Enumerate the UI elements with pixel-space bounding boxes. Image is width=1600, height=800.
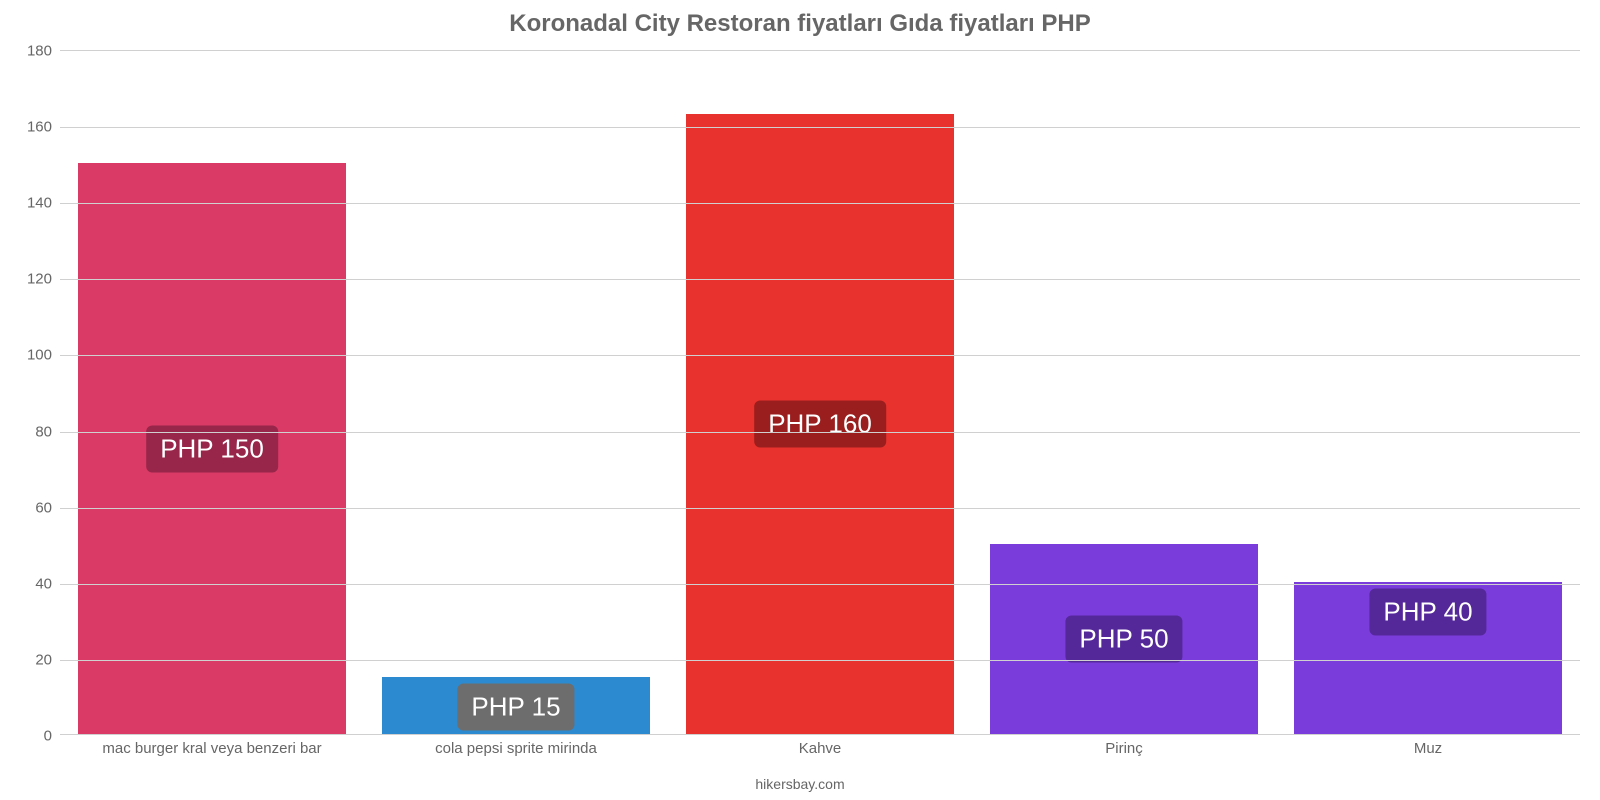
bar-slot: PHP 150 [60, 51, 364, 734]
bar: PHP 160 [686, 114, 954, 734]
bar: PHP 40 [1294, 582, 1562, 734]
bar: PHP 50 [990, 544, 1258, 734]
gridline [60, 203, 1580, 204]
attribution-text: hikersbay.com [0, 776, 1600, 792]
plot-area: PHP 150PHP 15PHP 160PHP 50PHP 40 0204060… [60, 50, 1580, 735]
x-tick-label: Muz [1276, 740, 1580, 757]
value-badge: PHP 15 [457, 683, 574, 730]
gridline [60, 279, 1580, 280]
y-tick-label: 120 [12, 271, 52, 288]
bar: PHP 15 [382, 677, 650, 734]
x-tick-label: cola pepsi sprite mirinda [364, 740, 668, 757]
chart-title: Koronadal City Restoran fiyatları Gıda f… [0, 0, 1600, 38]
value-badge: PHP 50 [1065, 615, 1182, 662]
y-tick-label: 80 [12, 423, 52, 440]
gridline [60, 127, 1580, 128]
bar-slot: PHP 40 [1276, 51, 1580, 734]
gridline [60, 584, 1580, 585]
y-tick-label: 40 [12, 575, 52, 592]
y-tick-label: 160 [12, 119, 52, 136]
bar-slot: PHP 50 [972, 51, 1276, 734]
x-tick-label: Kahve [668, 740, 972, 757]
value-badge: PHP 40 [1369, 588, 1486, 635]
x-tick-label: mac burger kral veya benzeri bar [60, 740, 364, 757]
x-tick-label: Pirinç [972, 740, 1276, 757]
bar-slot: PHP 160 [668, 51, 972, 734]
y-tick-label: 20 [12, 651, 52, 668]
gridline [60, 432, 1580, 433]
y-tick-label: 100 [12, 347, 52, 364]
gridline [60, 355, 1580, 356]
gridline [60, 508, 1580, 509]
y-tick-label: 0 [12, 728, 52, 745]
bars-container: PHP 150 PHP 15 PHP 160 PHP 50 PHP 40 [60, 51, 1580, 734]
value-badge: PHP 160 [754, 400, 886, 447]
y-tick-label: 60 [12, 499, 52, 516]
y-tick-label: 140 [12, 195, 52, 212]
bar-slot: PHP 15 [364, 51, 668, 734]
gridline [60, 660, 1580, 661]
bar: PHP 150 [78, 163, 346, 734]
price-bar-chart: Koronadal City Restoran fiyatları Gıda f… [0, 0, 1600, 800]
x-axis-labels: mac burger kral veya benzeri barcola pep… [60, 740, 1580, 757]
y-tick-label: 180 [12, 43, 52, 60]
